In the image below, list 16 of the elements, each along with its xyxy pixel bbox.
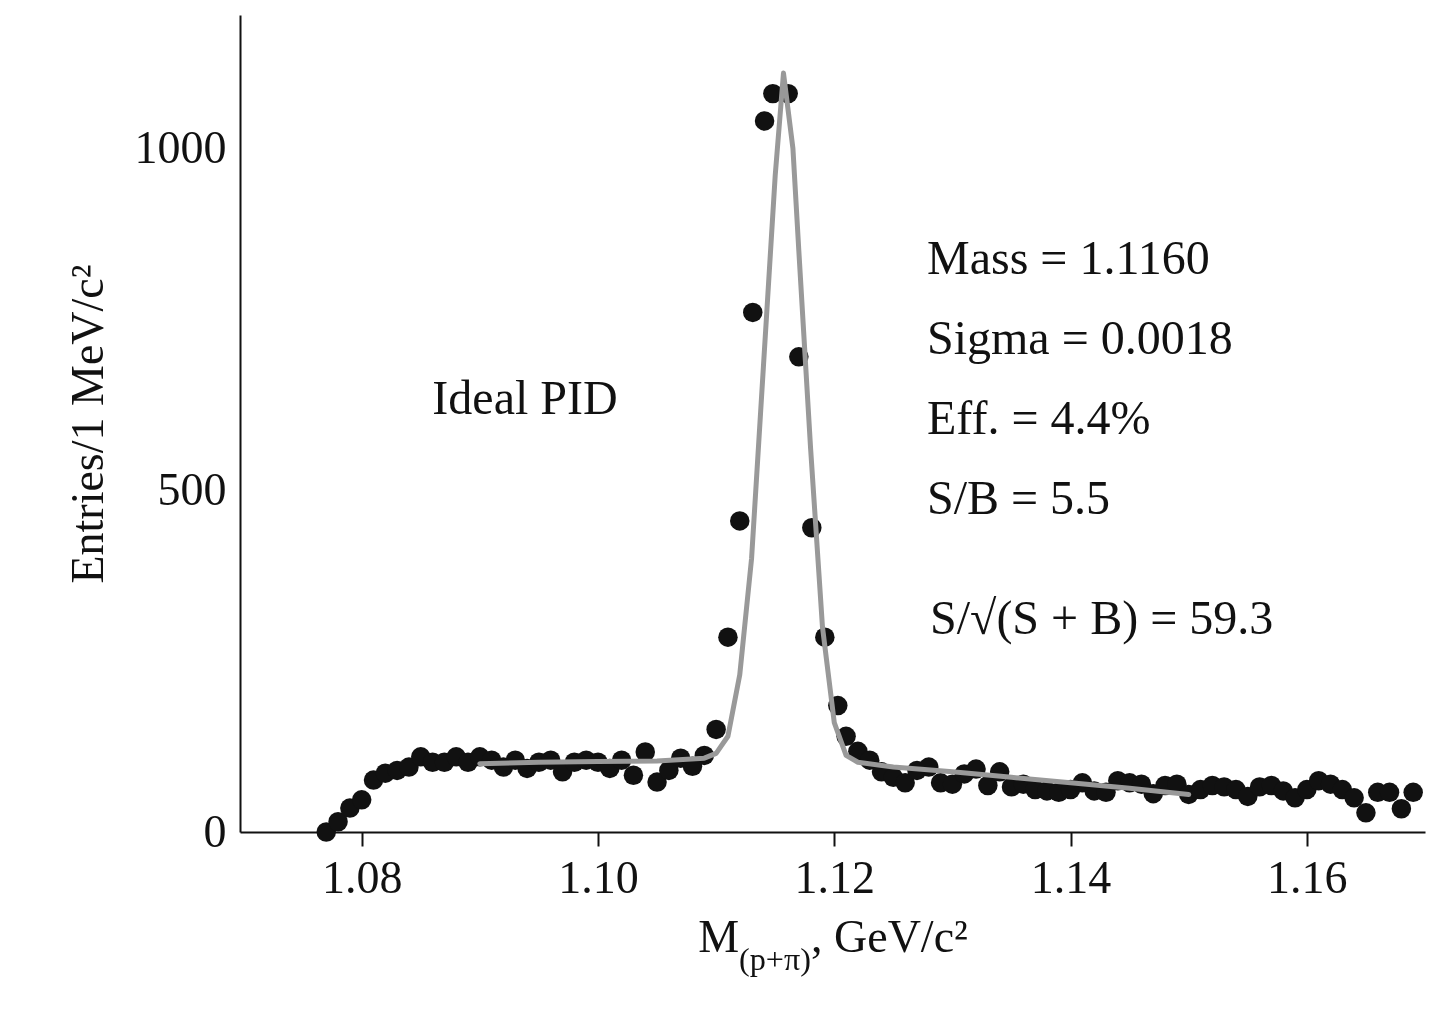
y-tick-label: 1000 xyxy=(134,121,227,173)
annotation: S/B = 5.5 xyxy=(927,471,1111,524)
x-tick-label: 1.14 xyxy=(1030,851,1112,903)
x-tick-label: 1.12 xyxy=(794,851,876,903)
annotation: Mass = 1.1160 xyxy=(927,231,1210,284)
x-tick-label: 1.16 xyxy=(1267,851,1348,903)
annotation: S/√(S + B) = 59.3 xyxy=(930,591,1274,645)
x-tick-label: 1.08 xyxy=(321,851,403,903)
annotation: Ideal PID xyxy=(432,371,618,424)
y-tick-label: 500 xyxy=(157,463,227,515)
annotation: Eff. = 4.4% xyxy=(927,391,1151,444)
x-axis-title: M$_{(p+π)}$, GeV/c² xyxy=(698,910,968,977)
x-tick-label: 1.10 xyxy=(558,851,639,903)
annotation: Sigma = 0.0018 xyxy=(927,311,1233,364)
y-axis-title: Entries/1 MeV/c² xyxy=(61,264,113,584)
y-tick-label: 0 xyxy=(203,805,227,857)
